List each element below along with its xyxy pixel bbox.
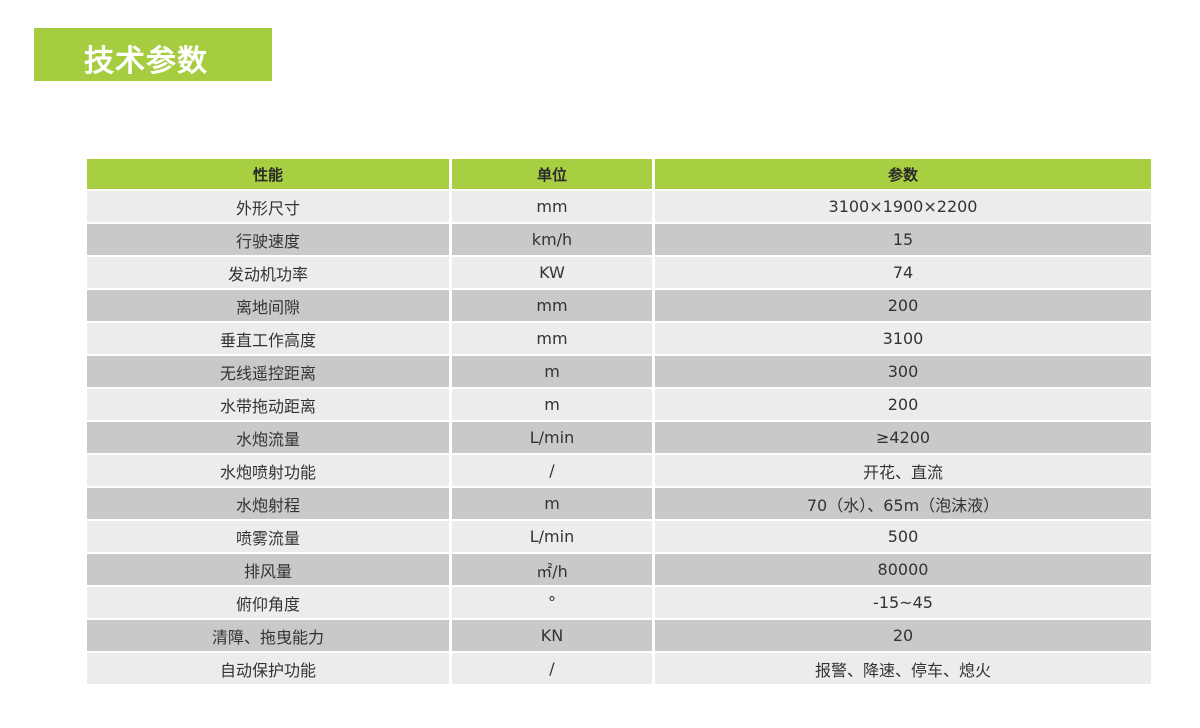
performance-cell: 俯仰角度 [87, 587, 449, 618]
table-row: 水炮射程 m 70（水）、65m（泡沫液） [87, 488, 1151, 519]
performance-cell: 离地间隙 [87, 290, 449, 321]
unit-cell: KN [452, 620, 652, 651]
parameter-cell: 20 [655, 620, 1151, 651]
unit-cell: L/min [452, 521, 652, 552]
parameter-cell: ≥4200 [655, 422, 1151, 453]
unit-cell: km/h [452, 224, 652, 255]
performance-cell: 水炮射程 [87, 488, 449, 519]
parameter-cell: 3100 [655, 323, 1151, 354]
table-row: 清障、拖曳能力 KN 20 [87, 620, 1151, 651]
performance-cell: 清障、拖曳能力 [87, 620, 449, 651]
unit-cell: m [452, 389, 652, 420]
parameter-cell: 3100×1900×2200 [655, 191, 1151, 222]
unit-cell: mm [452, 323, 652, 354]
performance-cell: 发动机功率 [87, 257, 449, 288]
unit-cell: mm [452, 290, 652, 321]
unit-cell: m [452, 356, 652, 387]
table-row: 垂直工作高度 mm 3100 [87, 323, 1151, 354]
table-row: 发动机功率 KW 74 [87, 257, 1151, 288]
spec-table: 性能 单位 参数 外形尺寸 mm 3100×1900×2200 行驶速度 km/h 15 发… [84, 157, 1154, 686]
unit-cell: mm [452, 191, 652, 222]
table-row: 行驶速度 km/h 15 [87, 224, 1151, 255]
parameter-cell: 74 [655, 257, 1151, 288]
performance-cell: 自动保护功能 [87, 653, 449, 684]
table-row: 离地间隙 mm 200 [87, 290, 1151, 321]
parameter-cell: 500 [655, 521, 1151, 552]
performance-cell: 排风量 [87, 554, 449, 585]
header-unit: 单位 [452, 159, 652, 189]
table-row: 外形尺寸 mm 3100×1900×2200 [87, 191, 1151, 222]
table-row: 水炮流量 L/min ≥4200 [87, 422, 1151, 453]
parameter-cell: 80000 [655, 554, 1151, 585]
table-row: 水炮喷射功能 / 开花、直流 [87, 455, 1151, 486]
performance-cell: 喷雾流量 [87, 521, 449, 552]
performance-cell: 无线遥控距离 [87, 356, 449, 387]
parameter-cell: 300 [655, 356, 1151, 387]
table-row: 排风量 ㎡/h 80000 [87, 554, 1151, 585]
section-title-banner: 技术参数 [34, 28, 272, 81]
parameter-cell: 15 [655, 224, 1151, 255]
parameter-cell: 报警、降速、停车、熄火 [655, 653, 1151, 684]
parameter-cell: 200 [655, 389, 1151, 420]
table-row: 自动保护功能 / 报警、降速、停车、熄火 [87, 653, 1151, 684]
unit-cell: ㎡/h [452, 554, 652, 585]
unit-cell: / [452, 455, 652, 486]
unit-cell: ° [452, 587, 652, 618]
parameter-cell: -15~45 [655, 587, 1151, 618]
unit-cell: m [452, 488, 652, 519]
section-title: 技术参数 [84, 44, 208, 79]
performance-cell: 水带拖动距离 [87, 389, 449, 420]
performance-cell: 外形尺寸 [87, 191, 449, 222]
unit-cell: / [452, 653, 652, 684]
header-parameter: 参数 [655, 159, 1151, 189]
table-row: 喷雾流量 L/min 500 [87, 521, 1151, 552]
table-header-row: 性能 单位 参数 [87, 159, 1151, 189]
table-row: 俯仰角度 ° -15~45 [87, 587, 1151, 618]
performance-cell: 行驶速度 [87, 224, 449, 255]
performance-cell: 水炮喷射功能 [87, 455, 449, 486]
header-performance: 性能 [87, 159, 449, 189]
table-row: 水带拖动距离 m 200 [87, 389, 1151, 420]
performance-cell: 垂直工作高度 [87, 323, 449, 354]
parameter-cell: 开花、直流 [655, 455, 1151, 486]
unit-cell: L/min [452, 422, 652, 453]
unit-cell: KW [452, 257, 652, 288]
parameter-cell: 70（水）、65m（泡沫液） [655, 488, 1151, 519]
parameter-cell: 200 [655, 290, 1151, 321]
performance-cell: 水炮流量 [87, 422, 449, 453]
table-row: 无线遥控距离 m 300 [87, 356, 1151, 387]
